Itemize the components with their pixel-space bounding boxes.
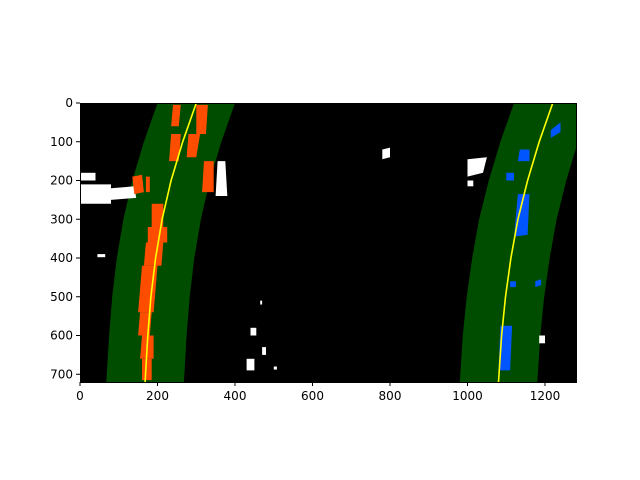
x-tick-label-800: 800 [379,389,402,403]
left-lane-pixels-8 [147,227,168,243]
left-lane-pixels-3 [186,134,201,158]
x-tick-label-0: 0 [76,389,84,403]
x-tick-label-200: 200 [146,389,169,403]
right-lane-window [459,103,576,382]
edge-noise-6 [467,180,474,187]
y-tick-label-700: 700 [50,367,73,381]
edge-noise-5 [467,157,487,177]
right-lane-pixels-4 [510,281,516,288]
y-tick-label-100: 100 [50,135,73,149]
edge-noise-10 [262,347,266,355]
right-lane-pixels-5 [535,279,542,288]
right-lane-fit-line [497,103,554,382]
edge-noise-8 [260,300,263,305]
edge-noise-9 [250,327,257,336]
left-lane-pixels-11 [138,289,156,313]
x-tick-label-1200: 1200 [530,389,561,403]
x-tick-label-1000: 1000 [452,389,483,403]
y-tick-label-400: 400 [50,251,73,265]
edge-noise-0 [80,172,96,181]
edge-noise-3 [215,161,228,196]
x-tick-label-400: 400 [224,389,247,403]
y-tick-label-200: 200 [50,174,73,188]
y-tick-label-300: 300 [50,212,73,226]
plot-frame [80,103,577,383]
x-axis: 0 200 400 600 800 1000 1200 [76,382,560,403]
right-lane-pixels-3 [514,194,530,237]
edge-noise-12 [273,366,277,370]
plot-area [80,103,576,382]
left-lane-fit-line [144,103,198,382]
edge-noise-1 [80,184,111,204]
left-lane-pixels-6 [202,161,214,193]
edge-noise-13 [539,335,545,344]
left-lane-pixels-2 [169,134,181,162]
x-tick-label-600: 600 [301,389,324,403]
left-lane-pixels-4 [132,174,144,195]
y-axis: 0 100 200 300 400 500 600 700 [50,96,80,381]
left-lane-pixels-1 [196,104,208,134]
left-lane-pixels-9 [143,242,164,266]
right-lane-pixels-2 [506,172,514,181]
left-lane-pixels-5 [145,176,150,193]
left-lane-pixels-14 [142,358,152,381]
y-tick-label-500: 500 [50,290,73,304]
edge-noise-4 [382,147,390,160]
left-lane-pixels-0 [171,104,181,127]
right-lane-pixels-1 [517,149,530,162]
left-lane-pixels-7 [151,203,164,227]
y-tick-label-600: 600 [50,329,73,343]
edge-noise-11 [246,358,255,371]
edge-noise-7 [97,254,106,258]
right-lane-pixels-0 [550,122,561,138]
edge-noise-2 [111,186,137,200]
y-tick-label-0: 0 [65,96,73,110]
